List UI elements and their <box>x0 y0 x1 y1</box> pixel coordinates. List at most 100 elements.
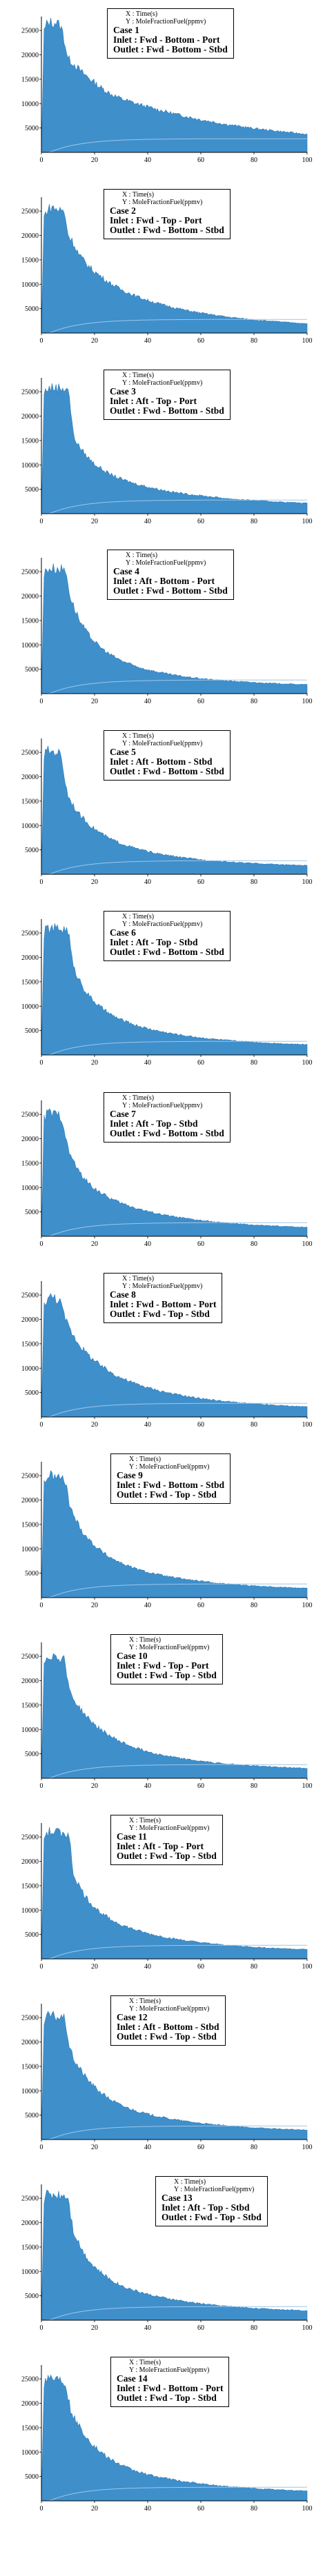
legend-x-variable: X : Time(s) <box>122 732 155 740</box>
legend-case-label: Case 1 <box>113 25 139 35</box>
y-tick-label: 5000 <box>25 125 39 132</box>
series-area <box>41 745 308 875</box>
x-tick-label: 0 <box>40 518 43 525</box>
chart-svg-11: 5000 10000 15000 20000 25000 0 20 40 60 80 100 <box>21 1823 313 1971</box>
legend-x-variable: X : Time(s) <box>129 1998 162 2005</box>
x-tick-label: 100 <box>302 2144 313 2151</box>
legend-x-variable: X : Time(s) <box>126 10 158 18</box>
x-tick-label: 0 <box>40 698 43 705</box>
legend-case-label: Case 6 <box>110 927 136 938</box>
y-tick-label: 5000 <box>25 2473 39 2481</box>
legend-y-variable: Y : MoleFractionFuel(ppmv) <box>129 2366 210 2374</box>
legend-box: X : Time(s) Y : MoleFractionFuel(ppmv) Cas… <box>110 1634 223 1684</box>
series-area <box>41 2011 308 2140</box>
x-tick-label: 60 <box>197 1421 204 1429</box>
y-tick-label: 20000 <box>21 1858 39 1866</box>
chart-svg-10: 5000 10000 15000 20000 25000 0 20 40 60 80 100 <box>21 1642 313 1790</box>
y-tick-label: 15000 <box>21 437 39 445</box>
legend-case-label: Case 5 <box>110 747 136 757</box>
x-tick-label: 0 <box>40 1421 43 1429</box>
legend-y-variable: Y : MoleFractionFuel(ppmv) <box>174 2185 255 2193</box>
chart-panel-4: 5000 10000 15000 20000 25000 0 20 40 60 80 100 X : … <box>0 547 323 723</box>
x-tick-label: 100 <box>302 1421 313 1429</box>
chart-panel-14: 5000 10000 15000 20000 25000 0 20 40 60 80 100 X : … <box>0 2354 323 2530</box>
series-area <box>41 1293 308 1418</box>
y-tick-label: 15000 <box>21 798 39 805</box>
y-tick-label: 10000 <box>21 1727 39 1734</box>
x-tick-label: 80 <box>251 878 257 886</box>
legend-inlet: Inlet : Fwd - Bottom - Port <box>110 1299 217 1310</box>
x-tick-label: 0 <box>40 1782 43 1790</box>
x-tick-label: 100 <box>302 1240 313 1248</box>
chart-svg-6: 5000 10000 15000 20000 25000 0 20 40 60 80 100 <box>21 919 313 1067</box>
legend-box: X : Time(s) Y : MoleFractionFuel(ppmv) Cas… <box>110 2357 230 2407</box>
y-tick-label: 15000 <box>21 2424 39 2432</box>
x-tick-label: 100 <box>302 1059 313 1067</box>
y-tick-label: 20000 <box>21 413 39 421</box>
secondary-line <box>41 499 307 514</box>
x-tick-label: 20 <box>91 1240 98 1248</box>
x-tick-label: 100 <box>302 1963 313 1971</box>
legend-y-variable: Y : MoleFractionFuel(ppmv) <box>122 1282 203 1290</box>
legend-y-variable: Y : MoleFractionFuel(ppmv) <box>122 1101 203 1109</box>
y-tick-label: 10000 <box>21 642 39 650</box>
legend-y-variable: Y : MoleFractionFuel(ppmv) <box>126 17 206 26</box>
x-tick-label: 40 <box>144 1782 151 1790</box>
series-area <box>41 2374 308 2502</box>
x-tick-label: 20 <box>91 1782 98 1790</box>
secondary-line <box>41 860 307 875</box>
x-tick-label: 40 <box>144 2324 151 2332</box>
x-tick-label: 80 <box>251 1782 257 1790</box>
y-tick-label: 10000 <box>21 1907 39 1915</box>
series-area <box>41 1827 308 1960</box>
secondary-line <box>41 1222 307 1237</box>
x-tick-label: 0 <box>40 2505 43 2513</box>
y-tick-label: 25000 <box>21 2015 39 2022</box>
chart-panel-7: 5000 10000 15000 20000 25000 0 20 40 60 80 100 X : … <box>0 1089 323 1265</box>
legend-case-label: Case 11 <box>117 1831 147 1842</box>
y-tick-label: 10000 <box>21 1546 39 1553</box>
x-tick-label: 0 <box>40 2324 43 2332</box>
y-tick-label: 20000 <box>21 2220 39 2227</box>
y-tick-label: 20000 <box>21 1678 39 1685</box>
legend-x-variable: X : Time(s) <box>122 1094 155 1102</box>
chart-svg-12: 5000 10000 15000 20000 25000 0 20 40 60 80 100 <box>21 2004 313 2151</box>
x-tick-label: 40 <box>144 337 151 345</box>
x-tick-label: 60 <box>197 1963 204 1971</box>
legend-x-variable: X : Time(s) <box>122 1275 155 1282</box>
x-tick-label: 40 <box>144 698 151 705</box>
legend-y-variable: Y : MoleFractionFuel(ppmv) <box>122 920 203 928</box>
legend-outlet: Outlet : Fwd - Bottom - Stbd <box>110 405 224 416</box>
secondary-line <box>41 2306 307 2321</box>
x-tick-label: 0 <box>40 878 43 886</box>
y-tick-label: 25000 <box>21 1473 39 1480</box>
legend-y-variable: Y : MoleFractionFuel(ppmv) <box>126 559 206 567</box>
legend-x-variable: X : Time(s) <box>174 2178 206 2186</box>
chart-svg-5: 5000 10000 15000 20000 25000 0 20 40 60 80 100 <box>21 738 313 886</box>
y-tick-label: 15000 <box>21 2063 39 2071</box>
y-tick-label: 10000 <box>21 2088 39 2095</box>
chart-svg-9: 5000 10000 15000 20000 25000 0 20 40 60 80 100 <box>21 1462 313 1609</box>
series-area <box>41 17 308 153</box>
y-tick-label: 15000 <box>21 1521 39 1529</box>
x-tick-label: 20 <box>91 157 98 164</box>
y-tick-label: 10000 <box>21 101 39 108</box>
chart-svg-1: 5000 10000 15000 20000 25000 0 20 40 60 80 100 <box>21 17 313 164</box>
series-area <box>41 383 308 514</box>
secondary-line <box>41 1944 307 1960</box>
legend-box: X : Time(s) Y : MoleFractionFuel(ppmv) Cas… <box>104 1092 231 1143</box>
x-tick-label: 60 <box>197 1602 204 1609</box>
x-tick-label: 80 <box>251 698 257 705</box>
chart-svg-3: 5000 10000 15000 20000 25000 0 20 40 60 80 100 <box>21 378 313 525</box>
x-tick-label: 60 <box>197 157 204 164</box>
y-tick-label: 25000 <box>21 749 39 757</box>
y-tick-label: 20000 <box>21 1497 39 1505</box>
chart-panel-3: 5000 10000 15000 20000 25000 0 20 40 60 80 100 X : … <box>0 367 323 543</box>
x-tick-label: 60 <box>197 518 204 525</box>
y-tick-label: 15000 <box>21 76 39 83</box>
secondary-line <box>41 1402 307 1418</box>
legend-inlet: Inlet : Aft - Bottom - Stbd <box>117 2022 219 2033</box>
legend-outlet: Outlet : Fwd - Top - Stbd <box>162 2212 262 2223</box>
legend-box: X : Time(s) Y : MoleFractionFuel(ppmv) Cas… <box>107 8 234 59</box>
y-tick-label: 5000 <box>25 847 39 854</box>
